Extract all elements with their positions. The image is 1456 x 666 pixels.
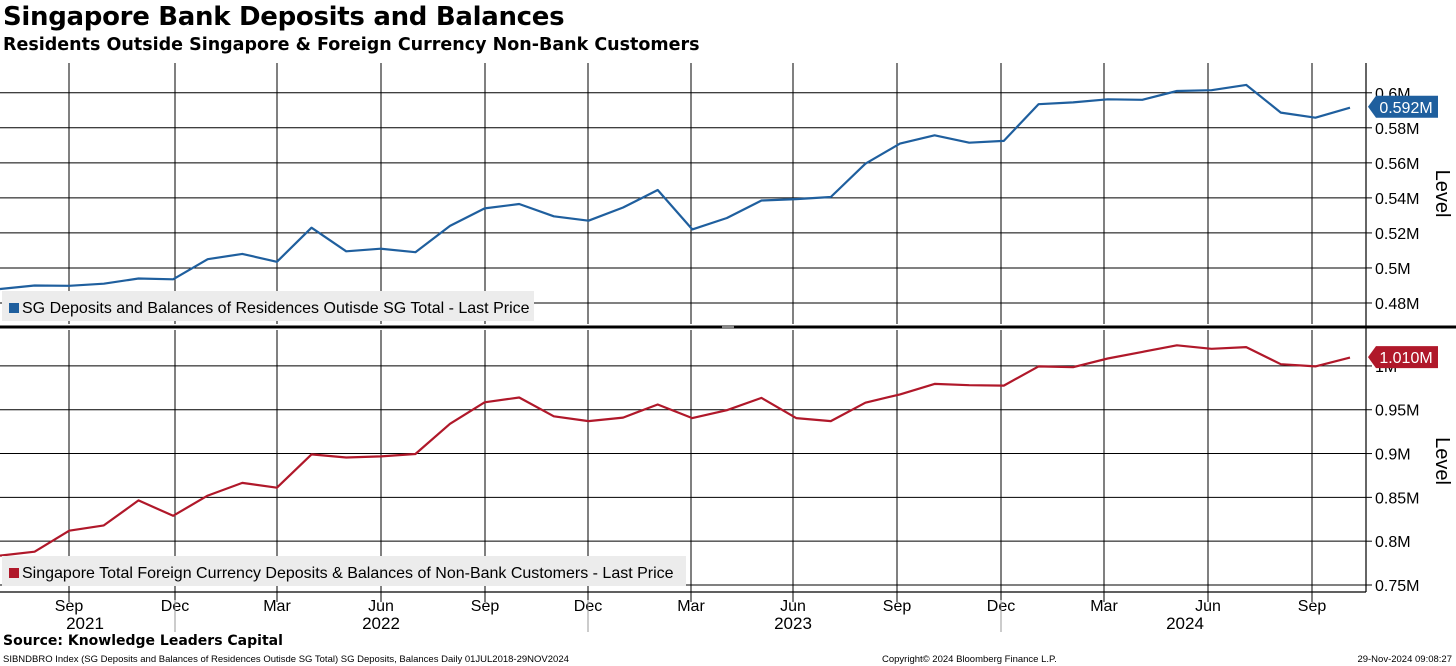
footer-index-description: SIBNDBRO Index (SG Deposits and Balances… xyxy=(3,654,569,665)
last-value-badge xyxy=(1368,95,1438,118)
last-value-badge xyxy=(1368,346,1438,369)
x-tick-label: Mar xyxy=(263,598,291,615)
x-year-label: 2022 xyxy=(362,614,400,633)
legend-box xyxy=(2,291,534,321)
y-tick-label: 0.85M xyxy=(1375,490,1419,507)
legend-box xyxy=(2,556,686,586)
x-tick-label: Jun xyxy=(780,598,806,615)
chart-subtitle: Residents Outside Singapore & Foreign Cu… xyxy=(3,35,700,55)
y-axis-title: Level xyxy=(1431,170,1453,218)
footer-copyright: Copyright© 2024 Bloomberg Finance L.P. xyxy=(882,654,1057,665)
x-tick-label: Sep xyxy=(471,598,500,615)
y-tick-label: 0.52M xyxy=(1375,226,1419,243)
source-note: Source: Knowledge Leaders Capital xyxy=(3,633,283,649)
x-tick-label: Sep xyxy=(1298,598,1327,615)
x-tick-label: Sep xyxy=(55,598,84,615)
y-axis-title: Level xyxy=(1431,437,1453,485)
y-tick-label: 0.58M xyxy=(1375,121,1419,138)
y-tick-label: 0.8M xyxy=(1375,534,1411,551)
x-tick-label: Sep xyxy=(883,598,912,615)
x-tick-label: Jun xyxy=(1195,598,1221,615)
x-year-label: 2024 xyxy=(1166,614,1204,633)
legend-swatch xyxy=(9,568,19,578)
y-tick-label: 0.75M xyxy=(1375,578,1419,595)
y-tick-label: 0.54M xyxy=(1375,191,1419,208)
y-tick-label: 0.5M xyxy=(1375,261,1411,278)
y-tick-label: 0.9M xyxy=(1375,447,1411,464)
legend-label: SG Deposits and Balances of Residences O… xyxy=(22,300,530,317)
chart-title: Singapore Bank Deposits and Balances xyxy=(3,2,565,32)
series-line-top xyxy=(0,83,1351,291)
footer-timestamp: 29-Nov-2024 09:08:27 xyxy=(1357,654,1452,665)
last-value-label: 0.592M xyxy=(1379,100,1432,117)
y-tick-label: 0.48M xyxy=(1375,296,1419,313)
x-tick-label: Mar xyxy=(1090,598,1118,615)
series-line-bottom xyxy=(0,344,1351,557)
y-tick-label: 0.56M xyxy=(1375,156,1419,173)
legend-swatch xyxy=(9,303,19,313)
x-tick-label: Jun xyxy=(368,598,394,615)
x-tick-label: Mar xyxy=(677,598,705,615)
x-year-label: 2023 xyxy=(774,614,812,633)
last-value-label: 1.010M xyxy=(1379,350,1432,367)
y-tick-label: 0.95M xyxy=(1375,403,1419,420)
panel-resize-handle xyxy=(722,325,734,329)
x-year-label: 2021 xyxy=(66,614,104,633)
legend-label: Singapore Total Foreign Currency Deposit… xyxy=(22,565,674,582)
